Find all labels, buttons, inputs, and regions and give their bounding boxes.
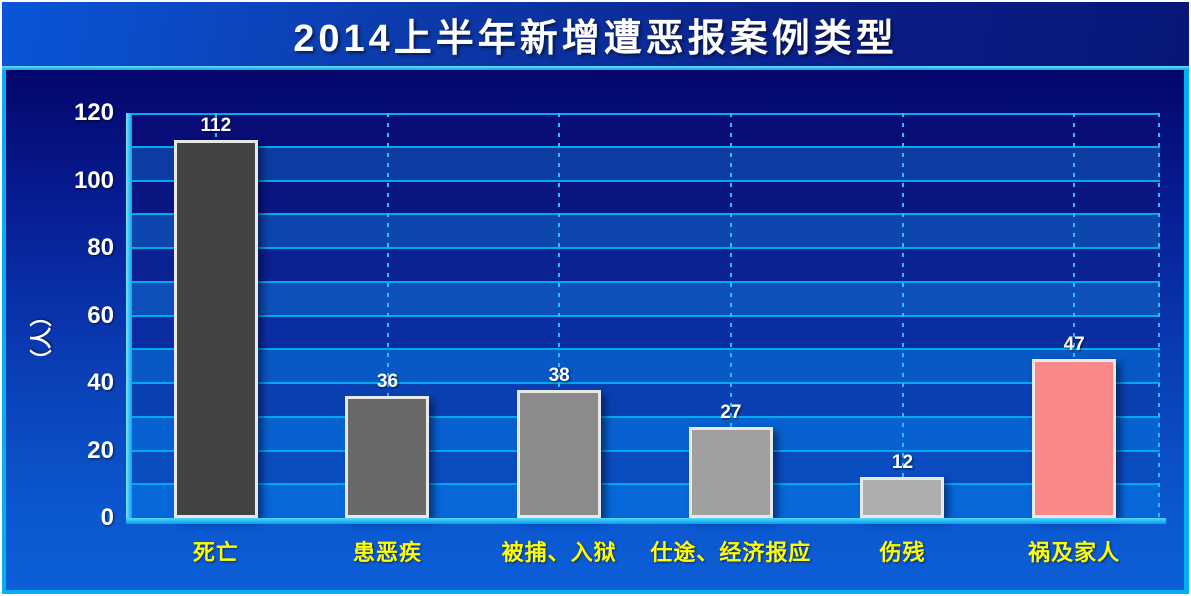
title-divider-line xyxy=(2,66,1189,70)
gridline xyxy=(130,145,1160,148)
bar xyxy=(1032,359,1117,518)
vertical-dotted-gridline xyxy=(1073,113,1076,518)
y-tick-label: 60 xyxy=(87,301,114,329)
bar-value-label: 36 xyxy=(376,371,399,392)
bar xyxy=(517,390,602,518)
category-label: 仕途、经济报应 xyxy=(650,540,812,565)
bar-value-label: 112 xyxy=(200,115,232,136)
category-label: 被捕、入狱 xyxy=(501,540,617,565)
bar-cell: 47 xyxy=(988,113,1160,518)
vertical-dotted-gridline xyxy=(901,113,904,518)
y-tick-label: 40 xyxy=(87,369,114,396)
gridline xyxy=(130,449,1160,452)
gridline xyxy=(130,348,1160,351)
gridline xyxy=(130,314,1160,317)
bar-value-label: 12 xyxy=(891,452,914,473)
y-tick-label: 100 xyxy=(73,166,114,194)
gridline xyxy=(130,382,1160,384)
y-axis-line xyxy=(126,113,132,524)
vertical-dotted-gridline xyxy=(386,113,389,518)
bar-value-label: 38 xyxy=(548,365,570,386)
gridline xyxy=(130,247,1160,249)
category-label: 死亡 xyxy=(192,540,239,565)
vertical-dotted-gridline xyxy=(729,113,732,518)
gridline xyxy=(130,179,1160,182)
gridline xyxy=(130,483,1160,486)
gridline xyxy=(130,280,1160,283)
vertical-dotted-gridline xyxy=(558,113,561,518)
plot-right-dotted-line xyxy=(1158,113,1160,518)
bar xyxy=(173,140,258,518)
y-tick-label: 0 xyxy=(100,504,114,531)
y-tick-label: 20 xyxy=(87,436,114,464)
bar-cell: 27 xyxy=(645,113,817,518)
gridline xyxy=(130,113,1160,115)
category-label: 患恶疾 xyxy=(352,540,422,565)
gridline xyxy=(130,415,1160,418)
bar xyxy=(688,427,773,518)
category-label: 伤残 xyxy=(879,540,926,565)
bar xyxy=(860,477,945,518)
category-label: 祸及家人 xyxy=(1028,540,1121,565)
bar-cell: 36 xyxy=(302,113,474,518)
y-tick-label: 120 xyxy=(73,99,114,126)
bar xyxy=(345,396,430,518)
bar-cell: 38 xyxy=(473,113,645,518)
bar-value-label: 27 xyxy=(720,402,742,423)
chart-title: 2014上半年新增遭恶报案例类型 xyxy=(293,17,898,60)
title-band: 2014上半年新增遭恶报案例类型 xyxy=(2,2,1189,66)
bar-cell: 112 xyxy=(130,113,302,518)
chart-panel: 112 36 38 27 12 47 （人） 0 20 40 60 80 100 120 死亡 患恶疾 被捕… xyxy=(2,70,1189,594)
bar-value-label: 47 xyxy=(1063,334,1085,355)
gridline xyxy=(130,213,1160,216)
bar-cell: 12 xyxy=(817,113,989,518)
x-axis-line xyxy=(126,518,1166,524)
plot-area: 112 36 38 27 12 47 xyxy=(130,113,1160,518)
y-tick-label: 80 xyxy=(87,234,114,261)
